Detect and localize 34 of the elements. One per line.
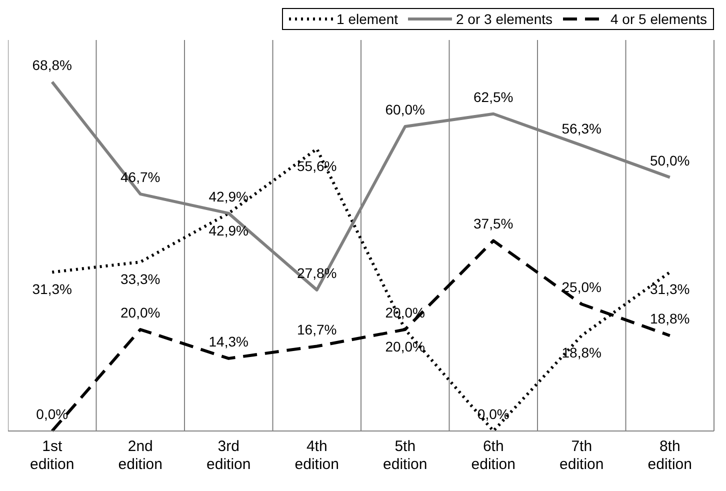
x-tick-label: 7th edition [560,438,604,473]
data-label: 20,0% [120,304,160,321]
data-label: 68,8% [32,56,72,73]
legend-label: 1 element [336,11,398,27]
data-label: 16,7% [297,321,337,338]
x-tick-label: 6th edition [471,438,516,473]
data-label: 56,3% [562,120,602,136]
data-label: 50,0% [650,152,690,168]
x-tick-label: 5th edition [383,438,428,473]
data-label: 33,3% [120,271,160,288]
data-label: 14,3% [208,333,248,350]
data-label: 27,8% [297,264,337,281]
data-label: 0,0% [477,406,510,422]
data-label: 42,9% [208,188,248,204]
x-tick-label: 8th edition [648,438,692,473]
data-label: 18,8% [562,344,602,361]
legend-label: 2 or 3 elements [456,11,552,27]
data-label: 62,5% [474,88,514,105]
data-label: 31,3% [32,281,72,298]
data-label: 46,7% [120,169,160,186]
data-label: 20,0% [385,338,425,355]
data-label: 55,6% [297,158,337,174]
data-label: 18,8% [650,310,690,327]
x-tick-label: 1st edition [30,438,74,473]
x-tick-label: 2nd edition [118,438,162,473]
data-label: 31,3% [650,281,690,298]
data-label: 37,5% [474,216,514,232]
x-tick-label: 3rd edition [206,438,251,473]
data-label: 42,9% [208,222,248,238]
legend-label: 4 or 5 elements [610,11,707,27]
data-label: 0,0% [36,406,68,422]
x-tick-label: 4th edition [294,438,339,473]
data-label: 60,0% [385,102,425,118]
data-label: 25,0% [562,279,602,296]
